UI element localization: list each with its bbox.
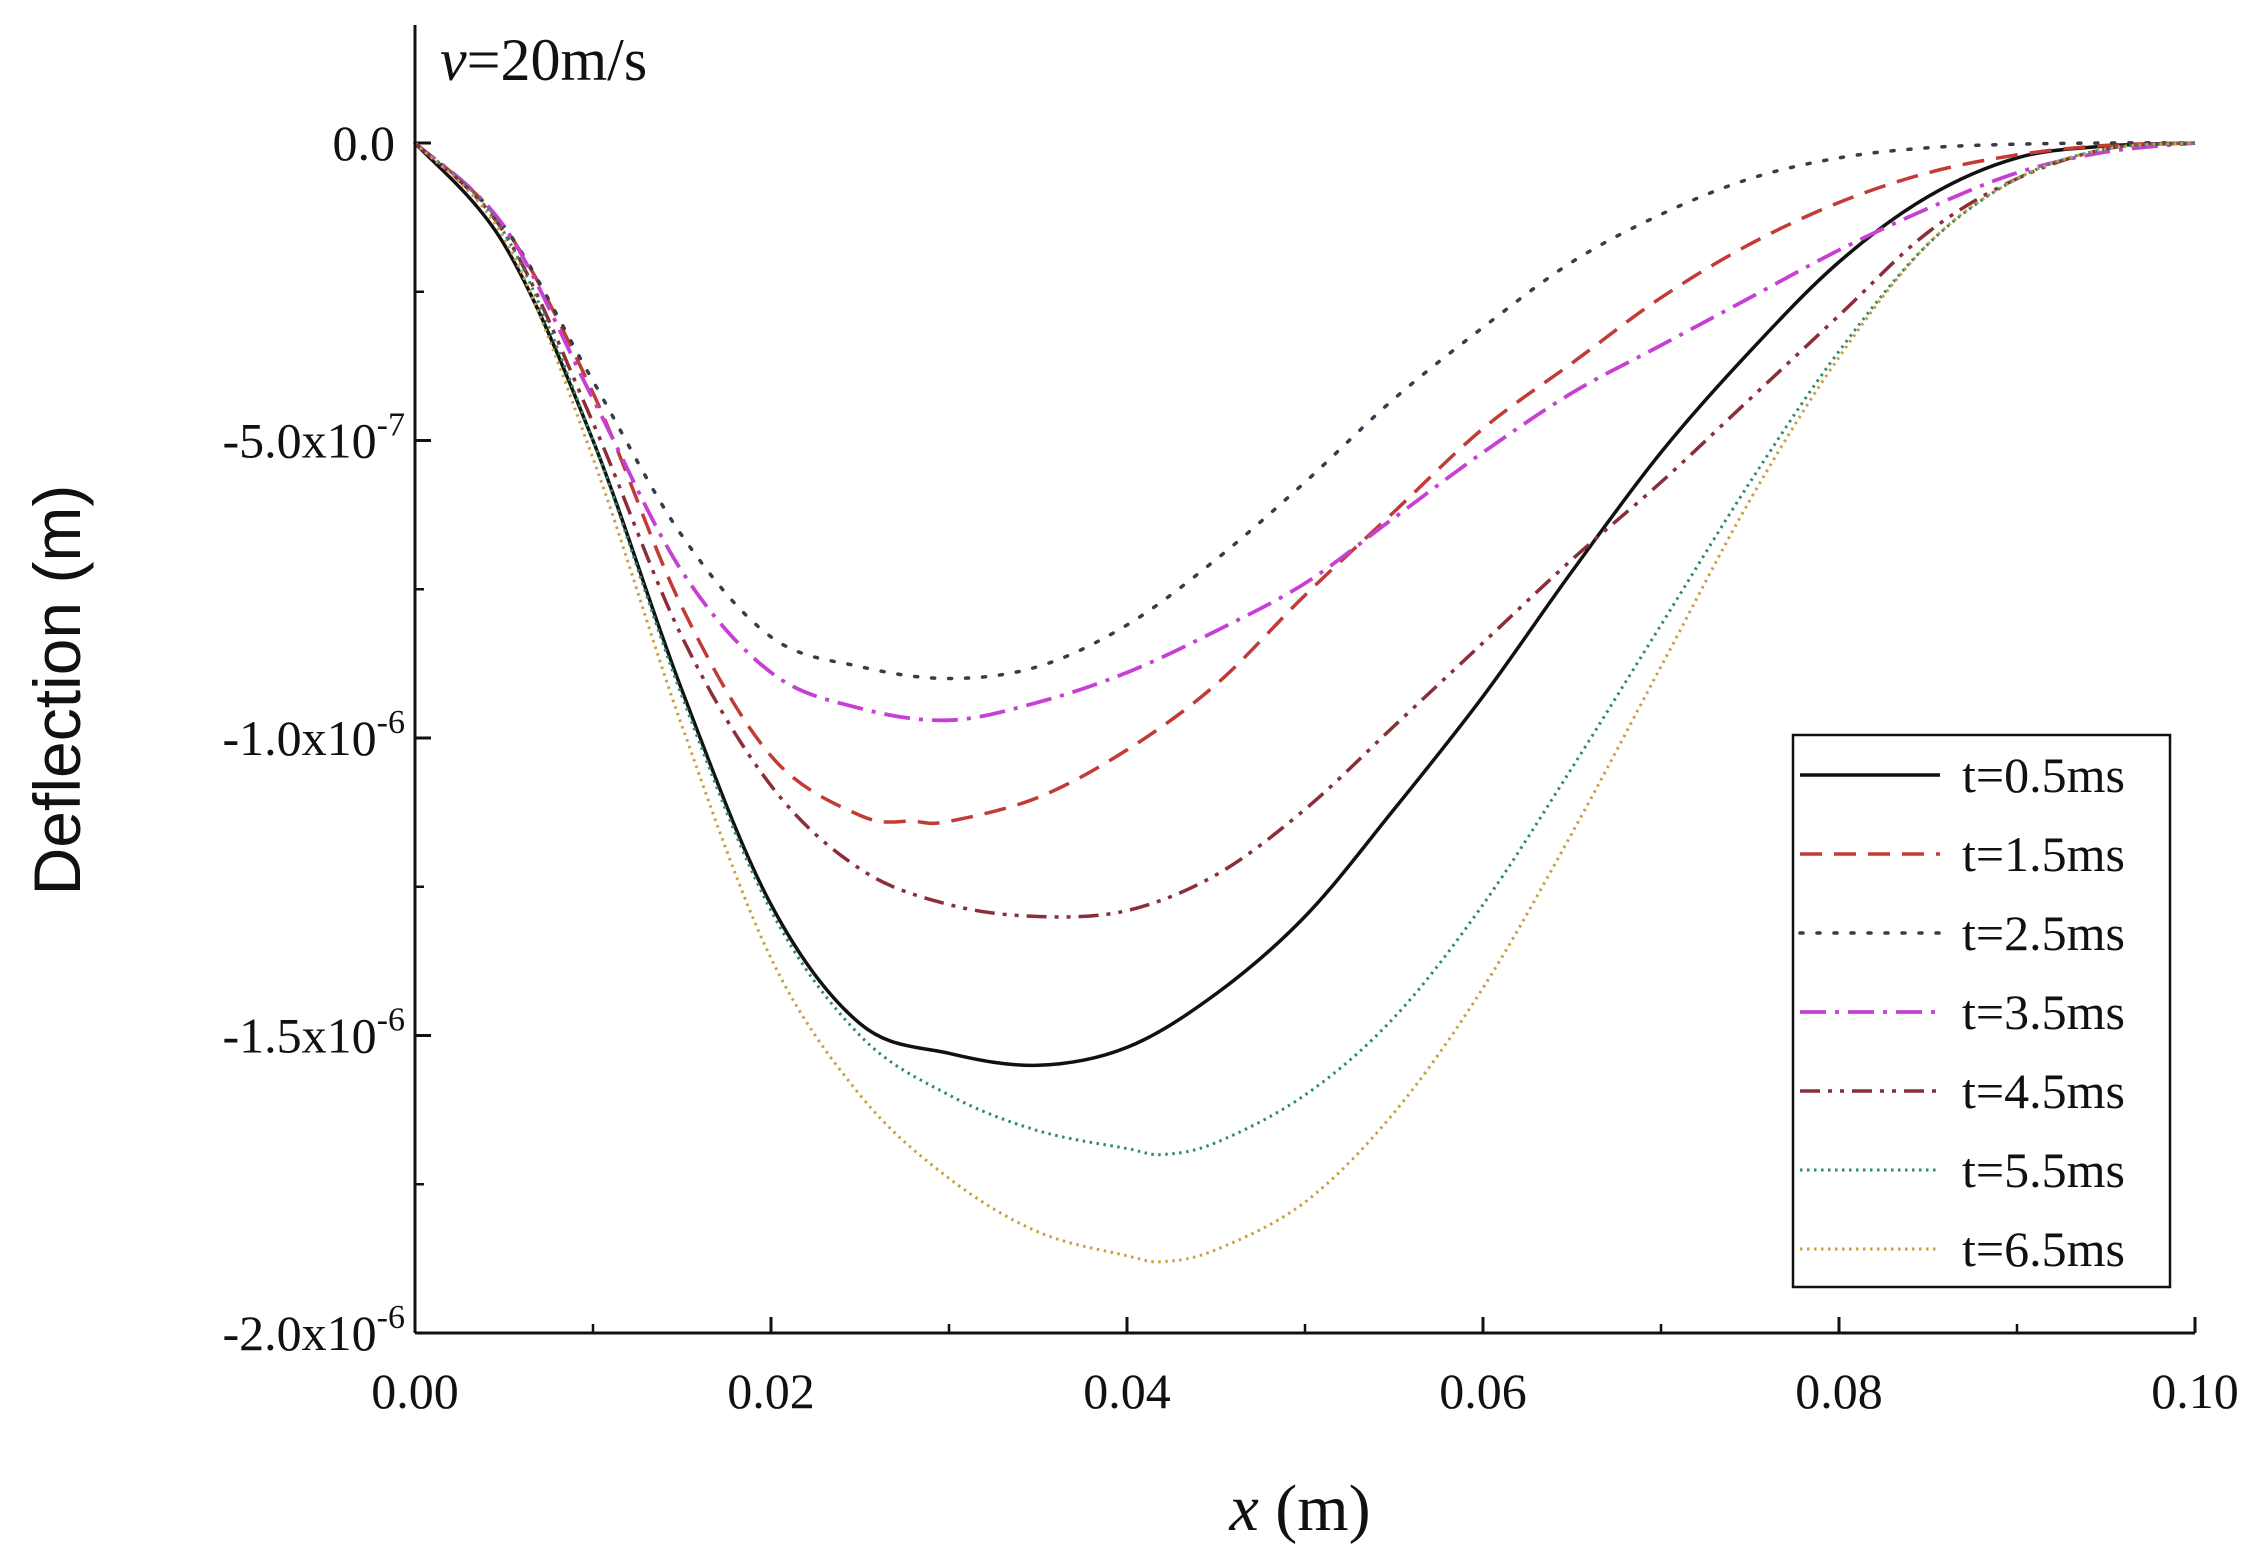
x-tick-label: 0.06 [1439,1363,1527,1419]
series-line-t-4-5ms [413,141,2196,919]
legend-label-t-4-5ms: t=4.5ms [1962,1063,2125,1119]
y-tick-label: -2.0x10-6 [223,1299,405,1361]
x-axis-title: x (m) [1228,1472,1370,1545]
legend-label-t-6-5ms: t=6.5ms [1962,1221,2125,1277]
y-tick-label: -5.0x10-7 [223,407,405,469]
y-tick-label: -1.5x10-6 [223,1002,405,1064]
x-tick-label: 0.02 [727,1363,815,1419]
series-line-t-6-5ms [413,141,2196,1264]
y-tick-label: 0.0 [333,115,396,171]
legend-label-t-0-5ms: t=0.5ms [1962,747,2125,803]
series-line-t-2-5ms [413,141,2197,681]
x-tick-label: 0.10 [2151,1363,2239,1419]
series-layer [413,141,2197,1264]
speed-annotation: v=20m/s [440,27,647,93]
axis-ticks: 0.00 0.02 0.04 0.06 0.08 0.10 0.0 -5.0x10-7 -1.0… [223,115,2239,1419]
series-line-t-1-5ms [413,141,2196,826]
legend-label-t-2-5ms: t=2.5ms [1962,905,2125,961]
x-tick-label: 0.08 [1795,1363,1883,1419]
legend-label-t-3-5ms: t=3.5ms [1962,984,2125,1040]
x-tick-label: 0.00 [371,1363,459,1419]
legend-label-t-1-5ms: t=1.5ms [1962,826,2125,882]
y-axis-title: Deflection (m) [20,485,94,896]
series-line-t-0-5ms [413,141,2196,1068]
legend-label-t-5-5ms: t=5.5ms [1962,1142,2125,1198]
x-tick-label: 0.04 [1083,1363,1171,1419]
y-tick-label: -1.0x10-6 [223,704,405,766]
legend: t=0.5ms t=1.5ms t=2.5ms t=3.5ms t=4.5ms t=5.5… [1791,733,2172,1289]
series-line-t-3-5ms [413,141,2196,723]
